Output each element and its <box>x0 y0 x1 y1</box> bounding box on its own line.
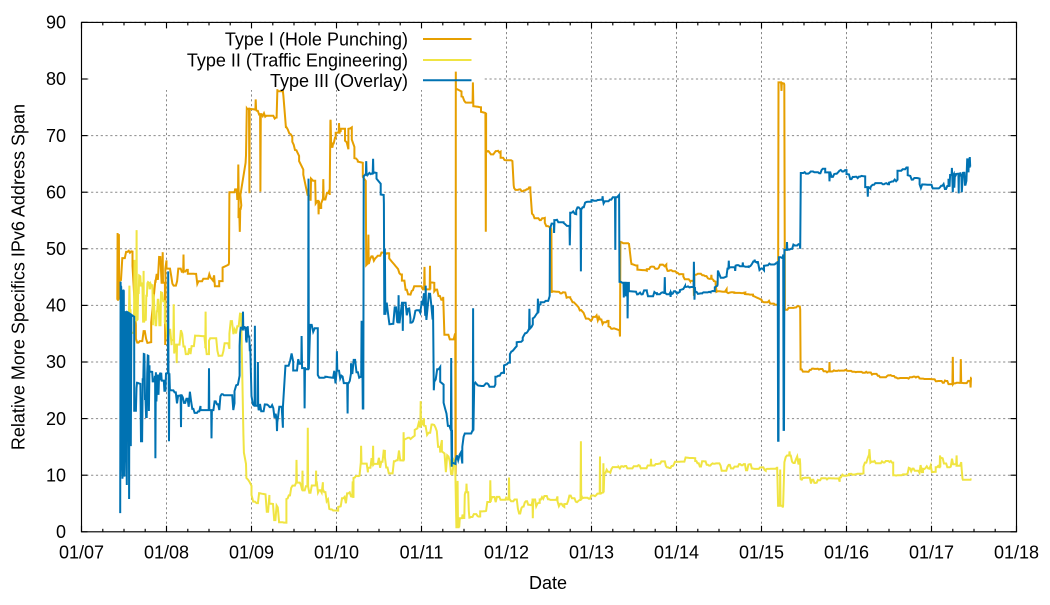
svg-text:Type III (Overlay): Type III (Overlay) <box>270 71 408 91</box>
svg-text:01/18: 01/18 <box>994 543 1039 563</box>
svg-text:01/13: 01/13 <box>569 543 614 563</box>
svg-text:01/14: 01/14 <box>654 543 699 563</box>
svg-text:01/11: 01/11 <box>400 543 444 563</box>
svg-text:70: 70 <box>46 126 66 146</box>
svg-text:80: 80 <box>46 69 66 89</box>
svg-text:01/12: 01/12 <box>484 543 529 563</box>
svg-text:Type II (Traffic Engineering): Type II (Traffic Engineering) <box>187 51 408 71</box>
svg-text:01/10: 01/10 <box>314 543 359 563</box>
svg-text:01/07: 01/07 <box>59 543 104 563</box>
svg-text:01/17: 01/17 <box>909 543 954 563</box>
svg-text:90: 90 <box>46 13 66 33</box>
svg-text:20: 20 <box>46 409 66 429</box>
svg-text:Type I (Hole Punching): Type I (Hole Punching) <box>225 30 408 50</box>
svg-text:01/15: 01/15 <box>739 543 784 563</box>
svg-text:01/08: 01/08 <box>144 543 189 563</box>
svg-text:50: 50 <box>46 239 66 259</box>
svg-text:01/16: 01/16 <box>824 543 869 563</box>
svg-text:0: 0 <box>56 522 66 542</box>
svg-text:30: 30 <box>46 352 66 372</box>
svg-text:10: 10 <box>46 465 66 485</box>
svg-text:40: 40 <box>46 296 66 316</box>
svg-text:Relative More Specifics IPv6 A: Relative More Specifics IPv6 Address Spa… <box>9 104 29 450</box>
svg-text:Date: Date <box>529 573 567 593</box>
svg-text:01/09: 01/09 <box>229 543 274 563</box>
svg-text:60: 60 <box>46 182 66 202</box>
